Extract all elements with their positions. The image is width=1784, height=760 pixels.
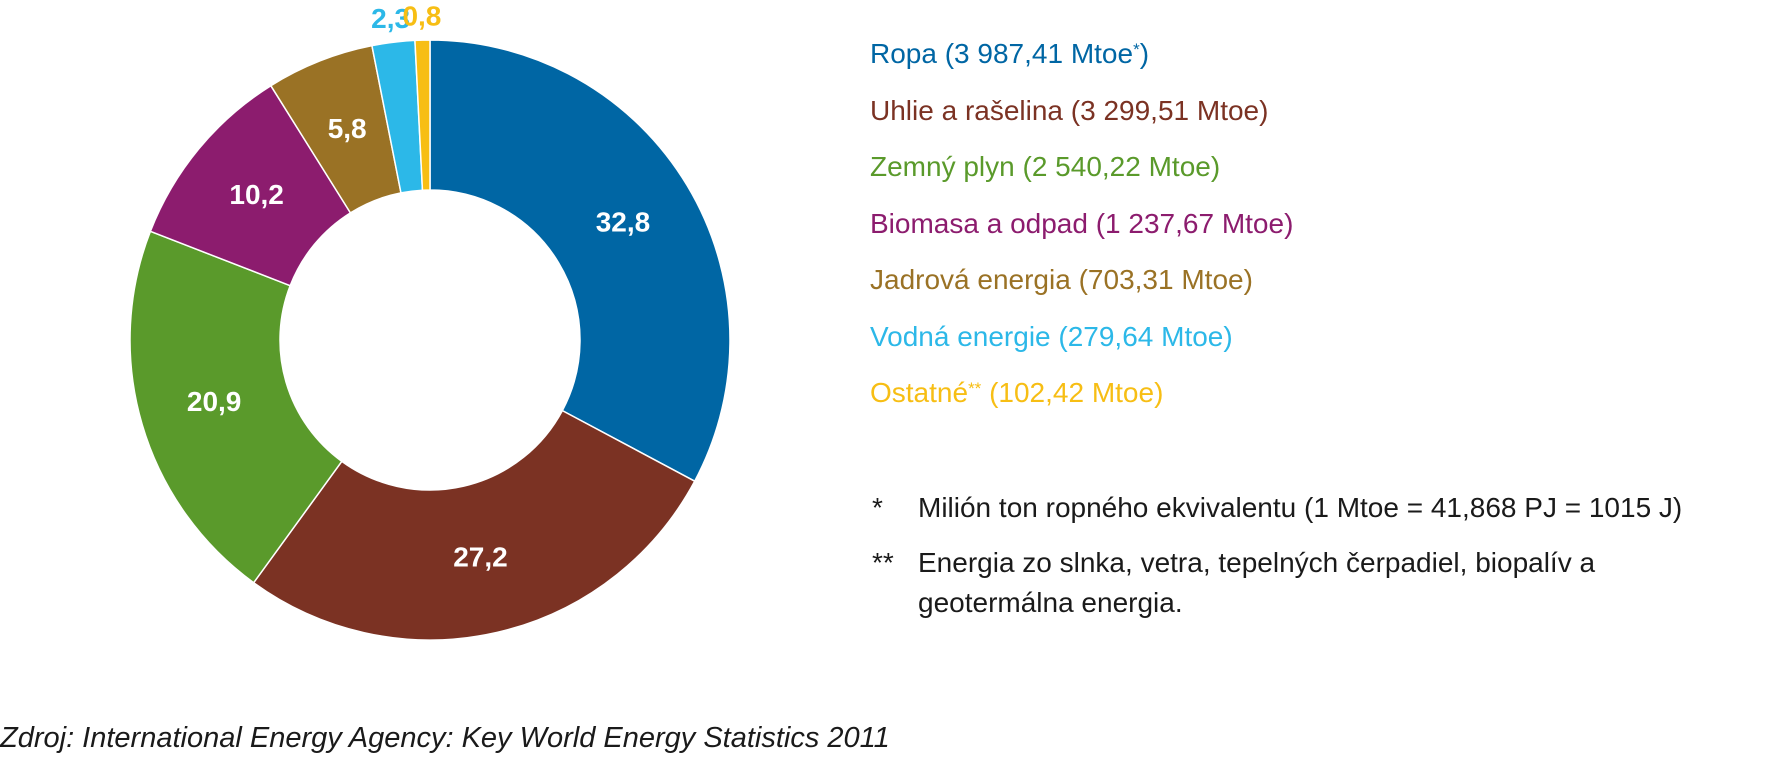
legend-item-vodna: Vodná energie (279,64 Mtoe) [870,317,1293,374]
legend: Ropa (3 987,41 Mtoe*) Uhlie a rašelina (… [870,34,1293,430]
legend-item-biomasa: Biomasa a odpad (1 237,67 Mtoe) [870,204,1293,261]
legend-amount: (703,31 Mtoe) [1078,264,1253,295]
legend-label: Ostatné [870,377,969,408]
legend-item-ropa: Ropa (3 987,41 Mtoe*) [870,34,1293,91]
legend-label: Jadrová energia [870,264,1071,295]
footnote-mark: * [1133,40,1140,59]
slice-uhlie-a-raselina [252,409,696,641]
footnote-mark: ** [872,547,894,578]
slice-ostatne [414,39,431,191]
legend-amount: (102,42 Mtoe) [989,377,1164,408]
legend-label: Uhlie a rašelina [870,94,1063,126]
legend-label: Zemný plyn [870,151,1015,182]
legend-item-ostatne: Ostatné** (102,42 Mtoe) [870,373,1293,430]
legend-label: Ropa [870,38,937,69]
footnote-1: * Milión ton ropného ekvivalentu (1 Mtoe… [872,488,1682,528]
footnotes: * Milión ton ropného ekvivalentu (1 Mtoe… [872,488,1682,638]
legend-close: ) [1139,38,1150,69]
footnote-text: Milión ton ropného ekvivalentu (1 Mtoe =… [918,492,1683,523]
legend-amount: (3 299,51 Mtoe) [1070,94,1269,126]
slice-ropa [429,39,731,483]
legend-amount: (3 987,41 Mtoe [944,38,1134,69]
legend-amount: (1 237,67 Mtoe) [1095,207,1294,239]
data-label-vodna-energie: 2,3 [371,3,410,34]
legend-item-jadrova: Jadrová energia (703,31 Mtoe) [870,260,1293,317]
footnote-mark: * [872,492,883,523]
legend-item-uhlie: Uhlie a rašelina (3 299,51 Mtoe) [870,91,1293,148]
footnote-2: ** Energia zo slnka, vetra, tepelných če… [872,543,1682,623]
legend-label: Biomasa a odpad [870,207,1088,239]
data-label-ostatne: 0,8 [402,0,441,31]
data-label-zemny-plyn: 20,9 [187,386,242,417]
donut-chart: 32,8 27,2 20,9 10,2 5,8 2,30,8 [129,0,731,641]
legend-amount: (2 540,22 Mtoe) [1022,151,1221,182]
footnote-mark: ** [968,379,982,398]
data-label-ropa: 32,8 [596,207,651,238]
legend-item-zemny-plyn: Zemný plyn (2 540,22 Mtoe) [870,147,1293,204]
data-label-jadrova-energia: 5,8 [328,113,367,144]
footnote-text: Energia zo slnka, vetra, tepelných čerpa… [918,547,1596,618]
data-label-biomasa-a-odpad: 10,2 [229,179,284,210]
data-label-uhlie-a-raselina: 27,2 [453,542,508,573]
legend-amount: (279,64 Mtoe) [1058,320,1233,352]
source-citation: Zdroj: International Energy Agency: Key … [0,722,890,754]
slice-zemny-plyn [129,230,343,584]
legend-label: Vodná energie [870,320,1051,352]
